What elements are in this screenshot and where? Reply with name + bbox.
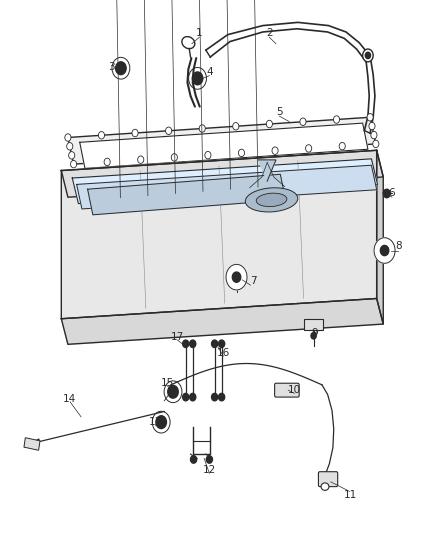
Polygon shape: [80, 123, 368, 168]
Polygon shape: [61, 150, 383, 197]
Circle shape: [104, 158, 110, 166]
Polygon shape: [68, 117, 376, 164]
Text: 3: 3: [108, 62, 115, 71]
Circle shape: [230, 269, 244, 286]
Circle shape: [219, 340, 225, 348]
Circle shape: [199, 125, 205, 132]
Circle shape: [383, 189, 390, 198]
Text: 4: 4: [206, 67, 213, 77]
Circle shape: [300, 118, 306, 125]
Text: 1: 1: [196, 28, 203, 38]
FancyBboxPatch shape: [275, 383, 299, 397]
Circle shape: [212, 393, 218, 401]
Circle shape: [266, 120, 272, 128]
Bar: [304, 319, 323, 330]
Text: 9: 9: [311, 328, 318, 338]
Circle shape: [71, 160, 77, 168]
Circle shape: [378, 242, 392, 259]
Circle shape: [171, 154, 177, 161]
Polygon shape: [77, 165, 377, 209]
Circle shape: [233, 123, 239, 130]
Circle shape: [380, 245, 389, 256]
Circle shape: [138, 156, 144, 164]
Bar: [24, 438, 40, 450]
Circle shape: [212, 340, 218, 348]
Circle shape: [190, 393, 196, 401]
Circle shape: [156, 416, 166, 429]
Circle shape: [306, 144, 312, 152]
Circle shape: [374, 238, 395, 263]
Circle shape: [219, 393, 225, 401]
Text: 17: 17: [171, 332, 184, 342]
Polygon shape: [61, 150, 377, 319]
Ellipse shape: [321, 483, 329, 490]
Polygon shape: [377, 150, 383, 324]
Ellipse shape: [182, 37, 195, 49]
Text: 12: 12: [203, 465, 216, 475]
Text: 6: 6: [389, 188, 396, 198]
Circle shape: [183, 393, 189, 401]
Circle shape: [238, 149, 244, 157]
Text: 5: 5: [276, 107, 283, 117]
Text: 14: 14: [63, 394, 76, 403]
Circle shape: [373, 140, 379, 148]
Circle shape: [232, 272, 241, 282]
Circle shape: [132, 130, 138, 137]
Text: 16: 16: [217, 348, 230, 358]
Circle shape: [69, 152, 75, 159]
Circle shape: [205, 151, 211, 159]
Circle shape: [192, 72, 203, 85]
FancyBboxPatch shape: [318, 472, 338, 487]
Circle shape: [67, 142, 73, 150]
Ellipse shape: [245, 188, 298, 212]
Polygon shape: [88, 174, 286, 215]
Polygon shape: [258, 160, 276, 181]
Circle shape: [116, 62, 126, 75]
Circle shape: [168, 385, 178, 398]
Circle shape: [226, 264, 247, 290]
Circle shape: [272, 147, 278, 155]
Text: 11: 11: [344, 490, 357, 499]
Circle shape: [333, 116, 339, 123]
Circle shape: [369, 122, 375, 130]
Circle shape: [311, 333, 316, 339]
Text: 7: 7: [250, 277, 257, 286]
Text: 13: 13: [149, 417, 162, 427]
Circle shape: [363, 49, 373, 62]
Circle shape: [365, 52, 371, 59]
Circle shape: [367, 114, 373, 121]
Circle shape: [371, 132, 377, 139]
Text: 10: 10: [288, 385, 301, 395]
Polygon shape: [61, 298, 383, 344]
Ellipse shape: [256, 193, 287, 207]
Polygon shape: [72, 159, 378, 204]
Circle shape: [65, 134, 71, 141]
Circle shape: [183, 340, 189, 348]
Circle shape: [190, 340, 196, 348]
Text: 15: 15: [161, 378, 174, 387]
Circle shape: [166, 127, 172, 134]
Text: 8: 8: [395, 241, 402, 251]
Circle shape: [191, 456, 197, 463]
Circle shape: [99, 132, 105, 139]
Circle shape: [339, 142, 345, 150]
Circle shape: [206, 456, 212, 463]
Text: 2: 2: [266, 28, 273, 38]
